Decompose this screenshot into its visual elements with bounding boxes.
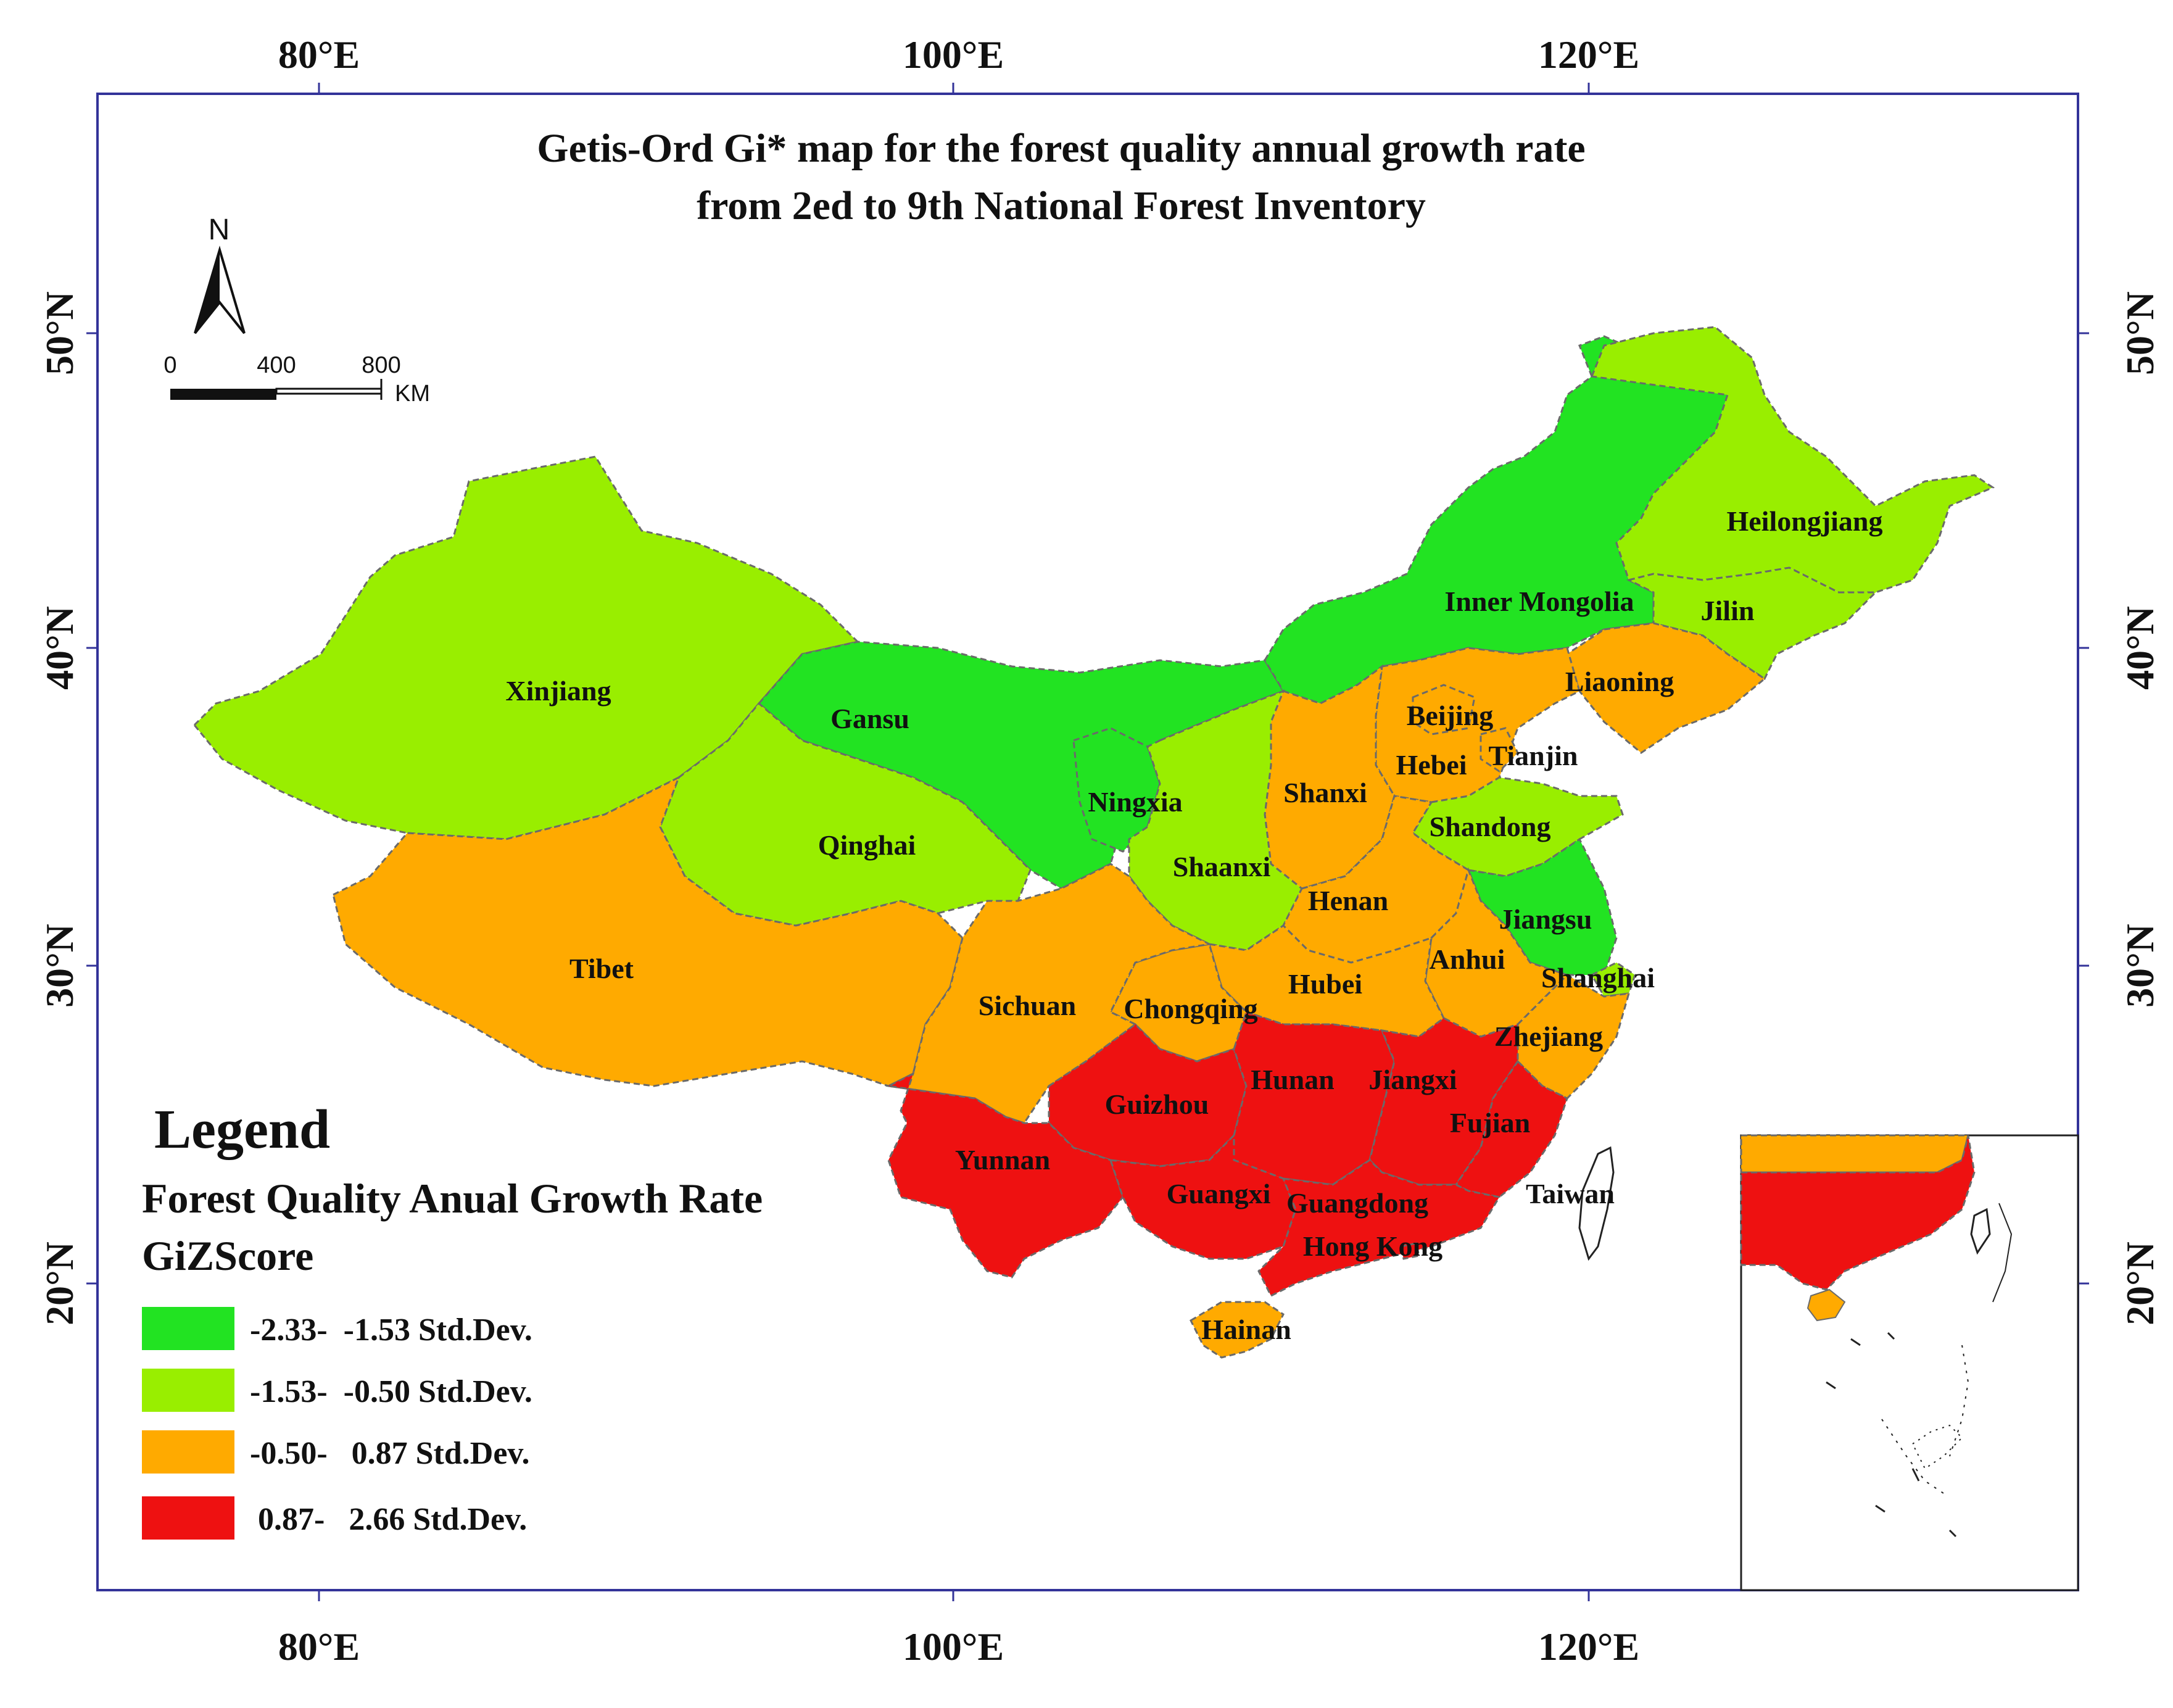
legend-label-1: -1.53- -0.50 Std.Dev. xyxy=(250,1374,532,1409)
map-title-line1: Getis-Ord Gi* map for the forest quality… xyxy=(537,126,1585,171)
label-yunnan: Yunnan xyxy=(955,1144,1050,1175)
province-guangxi xyxy=(1109,1133,1297,1260)
province-shanghai xyxy=(1590,961,1636,998)
province-yunnan xyxy=(885,1072,1124,1279)
label-jilin: Jilin xyxy=(1701,595,1755,626)
right-tick-30n: 30°N xyxy=(2118,924,2162,1008)
label-shanxi: Shanxi xyxy=(1283,777,1367,808)
label-chongqing: Chongqing xyxy=(1124,993,1257,1024)
left-tick-30n: 30°N xyxy=(38,924,81,1008)
province-shandong xyxy=(1412,776,1624,877)
label-shaanxi: Shaanxi xyxy=(1173,851,1271,882)
province-sichuan xyxy=(885,863,1212,1124)
province-hebei xyxy=(1375,647,1581,803)
left-tick-50n: 50°N xyxy=(38,291,81,375)
left-tick-40n: 40°N xyxy=(38,606,81,690)
province-heilongjiang xyxy=(1590,326,1995,594)
bottom-tick-100e: 100°E xyxy=(903,1625,1004,1669)
province-hong-kong xyxy=(1399,1242,1420,1260)
bottom-tick-80e: 80°E xyxy=(278,1625,360,1669)
label-beijing: Beijing xyxy=(1407,700,1494,731)
label-inner-mongolia: Inner Mongolia xyxy=(1444,586,1634,617)
scale-tick-800: 800 xyxy=(362,352,400,378)
label-jiangxi: Jiangxi xyxy=(1368,1064,1457,1095)
bottom-tick-120e: 120°E xyxy=(1538,1625,1639,1669)
north-arrow-label: N xyxy=(209,214,230,246)
label-guangxi: Guangxi xyxy=(1167,1178,1271,1209)
label-heilongjiang: Heilongjiang xyxy=(1726,505,1882,537)
right-tick-20n: 20°N xyxy=(2118,1242,2162,1325)
province-jilin xyxy=(1626,566,1878,681)
top-tick-100e: 100°E xyxy=(903,33,1004,77)
province-ningxia xyxy=(1072,727,1161,853)
right-tick-50n: 50°N xyxy=(2118,291,2162,375)
label-liaoning: Liaoning xyxy=(1565,666,1674,697)
province-tianjin xyxy=(1480,727,1519,773)
left-tick-20n: 20°N xyxy=(38,1242,81,1325)
label-xinjiang: Xinjiang xyxy=(505,675,611,707)
label-tianjin: Tianjin xyxy=(1489,740,1578,771)
label-fujian: Fujian xyxy=(1450,1107,1530,1138)
south-china-sea-inset xyxy=(1740,1134,2079,1591)
label-ningxia: Ningxia xyxy=(1088,786,1182,818)
map-title-line2: from 2ed to 9th National Forest Inventor… xyxy=(697,183,1426,228)
legend-swatch-1 xyxy=(142,1369,234,1412)
label-sichuan: Sichuan xyxy=(979,990,1077,1021)
scale-bar: 0 400 800 KM xyxy=(163,352,430,407)
legend-label-3: 0.87- 2.66 Std.Dev. xyxy=(250,1502,527,1537)
legend-field: GiZScore xyxy=(142,1232,313,1279)
legend: Legend Forest Quality Anual Growth Rate … xyxy=(142,1099,763,1540)
graticule-ticks xyxy=(86,83,2089,1601)
label-taiwan: Taiwan xyxy=(1526,1178,1615,1209)
legend-swatch-2 xyxy=(142,1430,234,1474)
province-fujian xyxy=(1454,1059,1568,1198)
label-hebei: Hebei xyxy=(1396,749,1467,781)
label-guizhou: Guizhou xyxy=(1105,1088,1209,1120)
scale-unit: KM xyxy=(395,381,430,407)
scale-tick-400: 400 xyxy=(257,352,296,378)
province-taiwan xyxy=(1578,1146,1615,1261)
label-hainan: Hainan xyxy=(1201,1314,1291,1345)
scale-tick-0: 0 xyxy=(163,352,176,378)
label-guangdong: Guangdong xyxy=(1286,1187,1428,1219)
label-anhui: Anhui xyxy=(1430,943,1505,975)
province-labels: Xinjiang Gansu Qinghai Tibet Inner Mongo… xyxy=(505,505,1882,1345)
legend-label-2: -0.50- 0.87 Std.Dev. xyxy=(250,1436,530,1471)
province-beijing xyxy=(1412,684,1476,736)
province-inner-mongolia xyxy=(1264,335,1729,705)
legend-swatch-0 xyxy=(142,1307,234,1350)
label-henan: Henan xyxy=(1308,885,1388,916)
label-shandong: Shandong xyxy=(1430,811,1551,842)
legend-title: Legend xyxy=(154,1099,330,1160)
label-zhejiang: Zhejiang xyxy=(1494,1021,1603,1052)
province-layer xyxy=(192,326,1995,1359)
top-tick-120e: 120°E xyxy=(1538,33,1639,77)
province-shaanxi xyxy=(1128,689,1303,951)
province-hainan xyxy=(1190,1301,1285,1359)
label-hubei: Hubei xyxy=(1288,968,1362,1000)
label-qinghai: Qinghai xyxy=(818,829,916,861)
label-hong-kong: Hong Kong xyxy=(1303,1230,1442,1262)
label-shanghai: Shanghai xyxy=(1541,962,1655,993)
legend-label-0: -2.33- -1.53 Std.Dev. xyxy=(250,1312,532,1348)
north-arrow: N xyxy=(194,214,246,334)
label-jiangsu: Jiangsu xyxy=(1499,903,1592,935)
legend-subtitle: Forest Quality Anual Growth Rate xyxy=(142,1175,763,1222)
legend-swatch-3 xyxy=(142,1496,234,1540)
province-guangdong xyxy=(1257,1159,1501,1298)
top-tick-80e: 80°E xyxy=(278,33,360,77)
label-hunan: Hunan xyxy=(1251,1064,1335,1095)
province-jiangsu xyxy=(1467,837,1618,976)
label-gansu: Gansu xyxy=(830,703,909,734)
label-tibet: Tibet xyxy=(569,953,634,984)
right-tick-40n: 40°N xyxy=(2118,606,2162,690)
